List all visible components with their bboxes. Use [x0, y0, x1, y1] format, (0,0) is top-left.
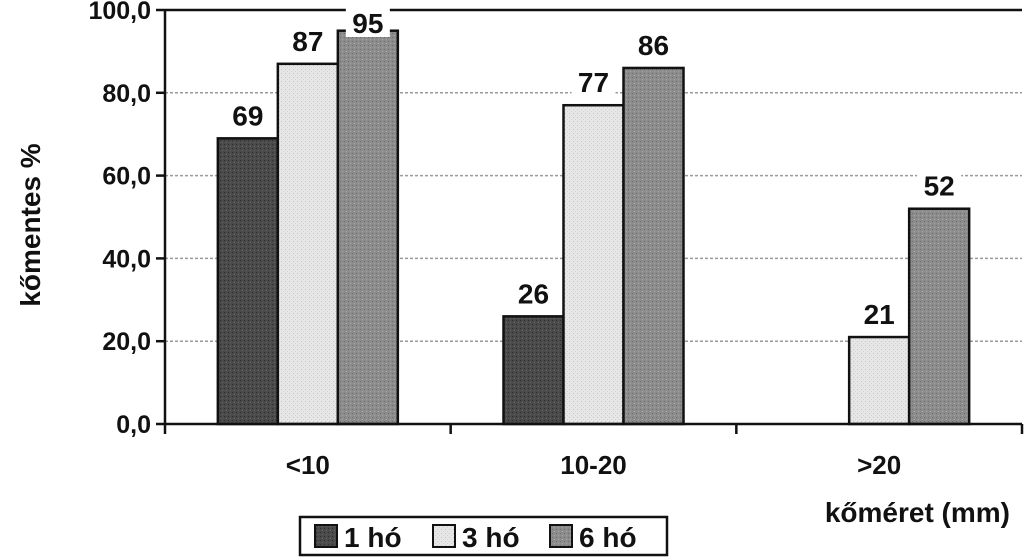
- legend-swatch-3: [549, 524, 573, 548]
- y-tick-label: 80,0: [102, 80, 151, 108]
- data-label-bg: [345, 7, 390, 37]
- y-tick-label: 20,0: [102, 328, 151, 356]
- data-label: 21: [864, 299, 895, 330]
- data-label: 69: [232, 100, 263, 131]
- legend-label-2: 3 hó: [462, 522, 520, 553]
- bar: [502, 315, 565, 426]
- data-label-bg: [857, 298, 902, 329]
- bar: [276, 62, 340, 426]
- legend-swatch-1: [314, 524, 338, 548]
- x-tick-label: >20: [857, 450, 901, 480]
- bar: [562, 103, 625, 426]
- bar: [336, 29, 400, 426]
- y-tick-label: 60,0: [102, 163, 151, 191]
- data-label-bg: [285, 24, 330, 55]
- x-tick-label: 10-20: [560, 450, 627, 480]
- data-label: 26: [518, 278, 549, 309]
- legend-frame: [298, 515, 669, 557]
- data-label: 95: [352, 8, 383, 39]
- bar: [216, 137, 280, 426]
- y-axis-title: kőmentes %: [15, 143, 46, 306]
- y-tick-label: 0,0: [116, 411, 151, 439]
- data-label-bg: [571, 66, 616, 97]
- data-labels: 69 87 95 26 77 86 21 52: [225, 7, 962, 330]
- data-label-bg: [225, 99, 270, 130]
- data-label: 77: [578, 67, 609, 98]
- bar: [907, 207, 971, 426]
- bar: [622, 66, 685, 426]
- data-label-bg: [511, 277, 556, 308]
- bars: [216, 29, 971, 426]
- y-tick-label: 100,0: [88, 0, 151, 25]
- y-tick-label: 40,0: [102, 245, 151, 273]
- axes: 0,0 20,0 40,0 60,0 80,0 100,0 <10 10-20 >20: [88, 0, 1024, 480]
- legend-label-3: 6 hó: [579, 522, 637, 553]
- data-label: 52: [924, 171, 955, 202]
- data-label-bg: [917, 169, 962, 200]
- data-label: 86: [638, 30, 669, 61]
- legend-label-1: 1 hó: [344, 522, 402, 553]
- legend-swatch-2: [432, 524, 456, 548]
- x-axis-title: kőméret (mm): [825, 497, 1010, 528]
- data-label: 87: [292, 26, 323, 57]
- bar: [847, 335, 911, 426]
- data-label-bg: [631, 28, 676, 59]
- legend: 1 hó 3 hó 6 hó: [298, 515, 669, 557]
- x-tick-label: <10: [286, 450, 330, 480]
